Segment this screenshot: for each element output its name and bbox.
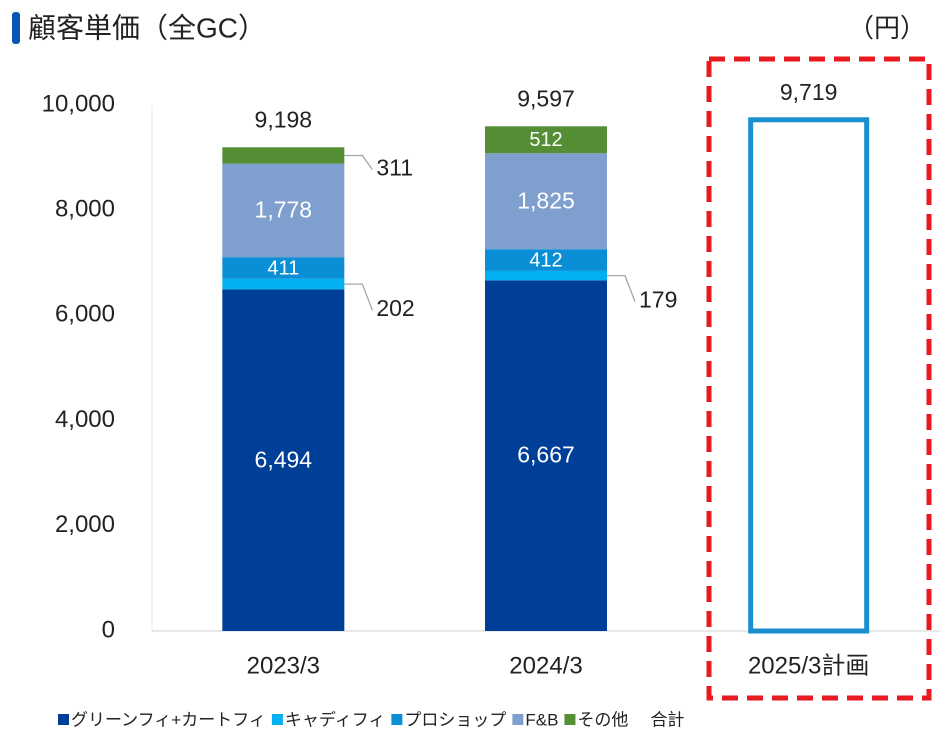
bar-segment — [222, 289, 345, 631]
bar-segment — [485, 126, 607, 154]
data-label: 1,825 — [517, 187, 575, 213]
legend-label: F&B — [525, 710, 558, 729]
y-tick-label: 10,000 — [42, 90, 115, 117]
y-tick-label: 4,000 — [55, 406, 115, 433]
total-label: 9,719 — [780, 79, 838, 105]
total-label: 9,198 — [255, 106, 313, 132]
bar-segment — [485, 249, 607, 271]
x-tick-label: 2024/3 — [509, 652, 582, 679]
title-marker — [12, 12, 20, 44]
data-label: 412 — [529, 249, 562, 271]
legend-swatch — [271, 714, 283, 725]
legend-label: その他 — [577, 710, 628, 729]
legend-label: プロショップ — [404, 710, 506, 729]
bar-segment — [485, 153, 607, 250]
leader-line — [607, 274, 636, 302]
leader-line — [344, 283, 373, 311]
highlight-box — [706, 56, 932, 701]
bar-segment — [485, 280, 607, 631]
legend-label: キャディフィ — [285, 709, 385, 729]
data-label: 202 — [376, 295, 414, 321]
legend-label: 合計 — [650, 710, 684, 729]
legend-swatch — [391, 714, 403, 725]
bar-segment — [222, 278, 345, 290]
y-tick-label: 0 — [102, 616, 115, 643]
total-label: 9,597 — [517, 85, 575, 111]
chart-title: 顧客単価（全GC） — [28, 12, 266, 43]
bar-segment — [485, 270, 607, 281]
y-tick-label: 8,000 — [55, 196, 115, 223]
data-label: 6,494 — [255, 446, 313, 472]
y-tick-label: 6,000 — [55, 301, 115, 328]
y-tick-label: 2,000 — [55, 511, 115, 538]
data-label: 311 — [376, 155, 413, 181]
unit-label: （円） — [848, 13, 926, 43]
x-tick-label: 2023/3 — [247, 652, 320, 679]
data-label: 411 — [267, 257, 299, 279]
legend-label: グリーンフィ+カートフィ — [71, 710, 266, 729]
bar-segment — [222, 147, 345, 164]
bar-segment — [222, 257, 345, 279]
legend-swatch — [58, 714, 69, 725]
data-label: 1,778 — [255, 196, 313, 222]
data-label: 512 — [529, 129, 562, 151]
bar-segment — [222, 163, 345, 258]
x-tick-label: 2025/3計画 — [748, 652, 869, 679]
legend-swatch — [564, 714, 576, 725]
data-label: 179 — [639, 287, 677, 313]
total-bar — [748, 117, 870, 634]
legend-swatch — [512, 714, 524, 725]
data-label: 6,667 — [517, 442, 575, 468]
leader-line — [344, 154, 373, 170]
